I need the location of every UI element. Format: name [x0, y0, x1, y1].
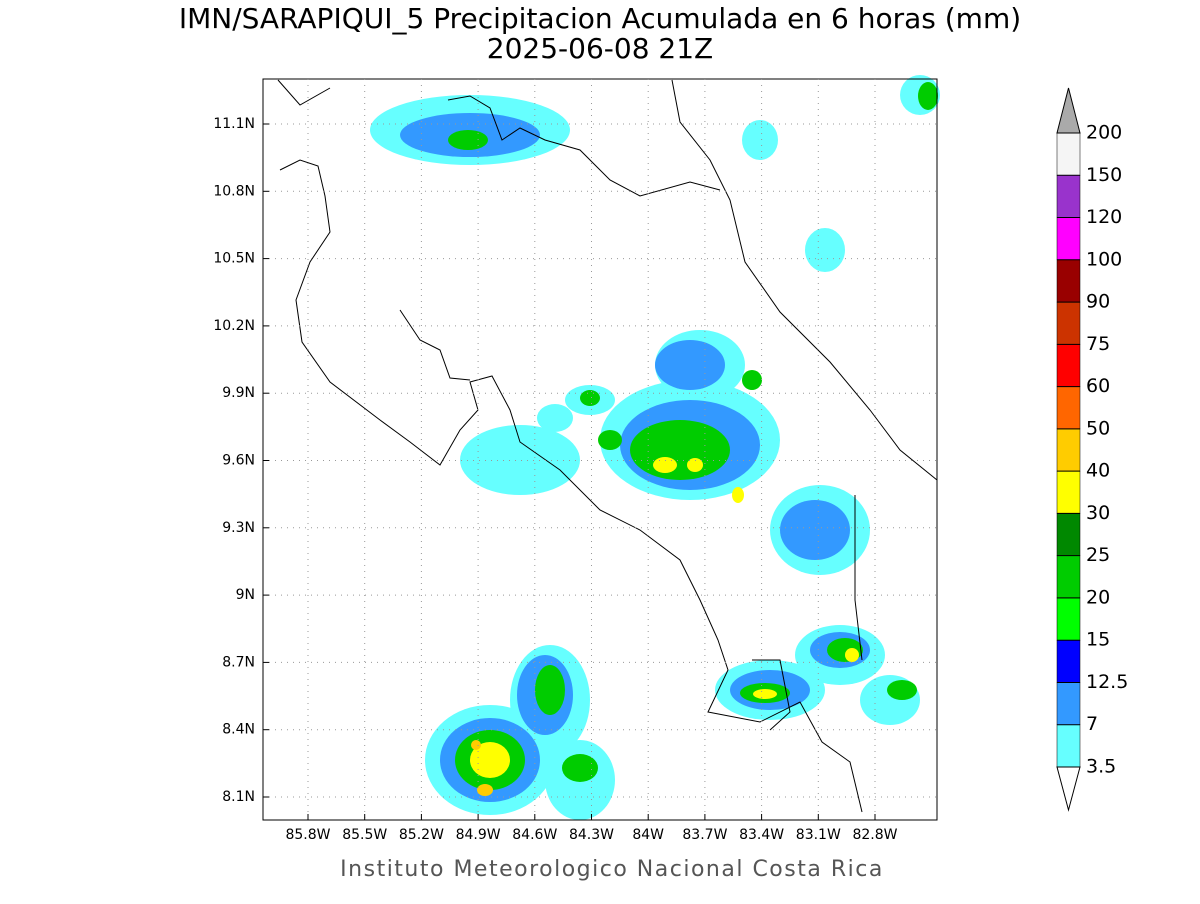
colorbar-segment	[1056, 555, 1081, 599]
title: IMN/SARAPIQUI_5 Precipitacion Acumulada …	[179, 2, 1021, 35]
colorbar-under	[1056, 766, 1081, 812]
lat-tick-label: 9.9N	[222, 385, 255, 401]
colorbar-label: 90	[1086, 291, 1110, 313]
lat-tick-label: 8.4N	[222, 722, 255, 738]
lon-tick-label: 84.3W	[569, 827, 614, 843]
lon-tick-label: 85.5W	[342, 827, 387, 843]
colorbar-label: 75	[1086, 333, 1110, 355]
colorbar-segment	[1056, 639, 1081, 683]
lon-tick-label: 84W	[632, 827, 664, 843]
lat-tick-label: 10.8N	[213, 183, 255, 199]
colorbar-segment	[1056, 217, 1081, 261]
footer: Instituto Meteorologico Nacional Costa R…	[340, 857, 884, 882]
colorbar-label: 150	[1086, 164, 1122, 186]
lat-tick-label: 9.6N	[222, 453, 255, 469]
colorbar-label: 30	[1086, 502, 1110, 524]
colorbar-segment	[1056, 386, 1081, 430]
colorbar-label: 200	[1086, 122, 1122, 144]
lon-tick-label: 84.6W	[512, 827, 557, 843]
subtitle: 2025-06-08 21Z	[487, 32, 713, 65]
colorbar-label: 50	[1086, 417, 1110, 439]
colorbar-label: 120	[1086, 206, 1122, 228]
lon-tick-label: 83.4W	[739, 827, 784, 843]
colorbar-segment	[1056, 682, 1081, 725]
colorbar-label: 3.5	[1086, 756, 1116, 778]
colorbar-label: 20	[1086, 586, 1110, 608]
colorbar-segment	[1056, 344, 1081, 387]
colorbar-over	[1056, 87, 1081, 134]
coastlines	[277, 79, 938, 813]
colorbar-segment	[1056, 513, 1081, 556]
lon-tick-label: 84.9W	[456, 827, 501, 843]
lon-tick-label: 83.1W	[796, 827, 841, 843]
lon-tick-label: 85.2W	[399, 827, 444, 843]
lat-tick-label: 10.2N	[213, 318, 255, 334]
colorbar-label: 40	[1086, 460, 1110, 482]
colorbar-label: 15	[1086, 629, 1110, 651]
colorbar-label: 60	[1086, 375, 1110, 397]
colorbar-segment	[1056, 301, 1081, 345]
colorbar-segment	[1056, 597, 1081, 641]
lat-tick-label: 9N	[236, 587, 255, 603]
colorbar-segment	[1056, 724, 1081, 768]
colorbar-label: 25	[1086, 544, 1110, 566]
lat-tick-label: 11.1N	[213, 116, 255, 132]
colorbar-label: 100	[1086, 248, 1122, 270]
lon-tick-label: 82.8W	[852, 827, 897, 843]
colorbar-segment	[1056, 175, 1081, 218]
lon-tick-label: 85.8W	[285, 827, 330, 843]
lon-tick-label: 83.7W	[682, 827, 727, 843]
precipitation-field	[370, 75, 940, 820]
colorbar-segment	[1056, 132, 1081, 176]
lat-tick-label: 9.3N	[222, 520, 255, 536]
lat-tick-label: 8.7N	[222, 654, 255, 670]
lat-tick-label: 8.1N	[222, 789, 255, 805]
colorbar-label: 12.5	[1086, 671, 1128, 693]
colorbar-label: 7	[1086, 713, 1098, 735]
map-frame	[262, 78, 938, 821]
colorbar-segment	[1056, 428, 1081, 472]
colorbar-segment	[1056, 470, 1081, 514]
lat-tick-label: 10.5N	[213, 251, 255, 267]
colorbar-segment	[1056, 259, 1081, 303]
